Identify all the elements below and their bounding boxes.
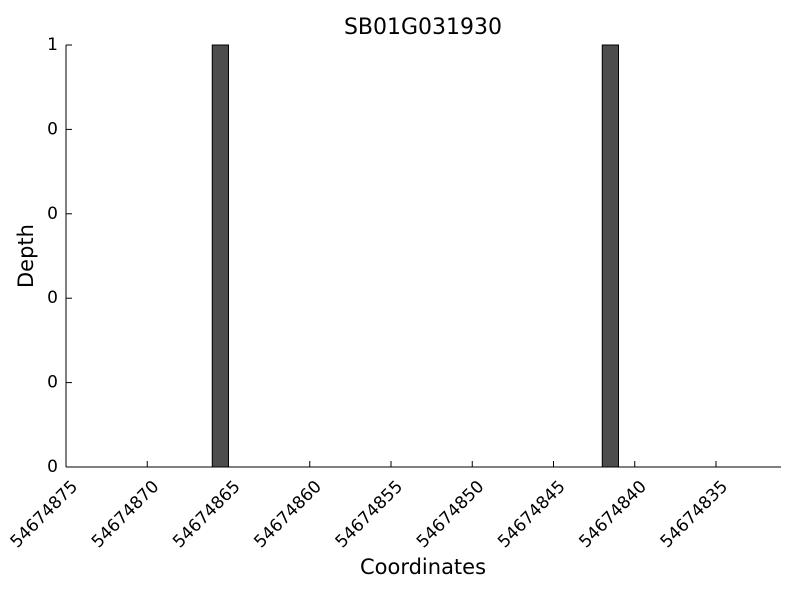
x-tick-label: 54674845 (494, 477, 569, 552)
x-tick-label: 54674870 (88, 477, 163, 552)
x-tick-label: 54674835 (657, 477, 732, 552)
bar (601, 44, 619, 468)
x-tick-label: 54674860 (250, 477, 325, 552)
chart-title: SB01G031930 (344, 15, 502, 40)
y-tick-label: 0 (47, 373, 58, 393)
y-tick-label: 0 (47, 119, 58, 139)
y-axis-label: Depth (14, 224, 38, 288)
y-tick-label: 0 (47, 204, 58, 224)
y-tick-label: 0 (47, 288, 58, 308)
bar (211, 44, 229, 468)
y-tick-label: 1 (47, 35, 58, 55)
y-tick-label: 0 (47, 457, 58, 477)
x-tick-label: 54674850 (413, 477, 488, 552)
x-tick-label: 54674875 (7, 477, 82, 552)
x-tick-label: 54674840 (575, 477, 650, 552)
x-tick-label: 54674865 (169, 477, 244, 552)
x-tick-label: 54674855 (332, 477, 407, 552)
x-axis-label: Coordinates (360, 555, 486, 579)
